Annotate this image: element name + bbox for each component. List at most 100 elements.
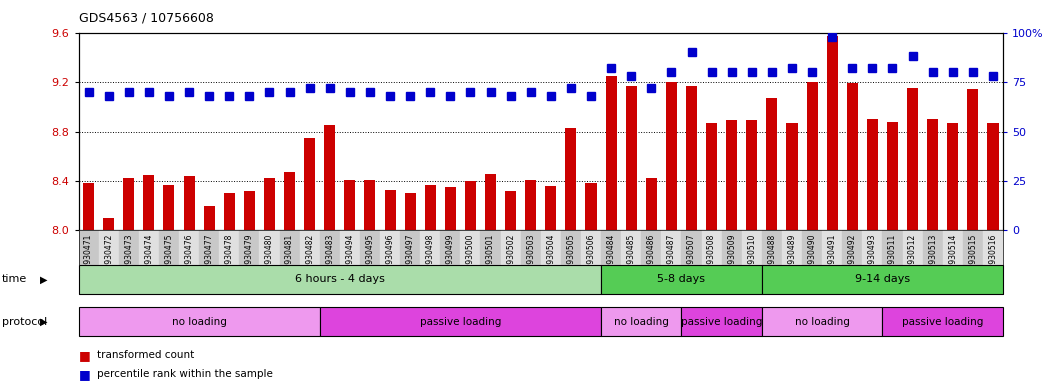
Bar bbox=[500, 230, 520, 294]
Text: GSM930493: GSM930493 bbox=[868, 233, 877, 280]
Text: GSM930472: GSM930472 bbox=[104, 233, 113, 280]
Bar bbox=[802, 230, 822, 294]
Text: GSM930471: GSM930471 bbox=[84, 233, 93, 280]
Bar bbox=[319, 230, 340, 294]
Bar bbox=[727, 121, 737, 384]
Bar bbox=[762, 230, 782, 294]
Bar bbox=[565, 128, 577, 384]
Text: GSM930497: GSM930497 bbox=[405, 233, 415, 280]
Text: GSM930503: GSM930503 bbox=[527, 233, 535, 280]
Text: GSM930504: GSM930504 bbox=[547, 233, 555, 280]
Bar bbox=[481, 230, 500, 294]
Text: 6 hours - 4 days: 6 hours - 4 days bbox=[295, 274, 384, 285]
Bar bbox=[907, 88, 918, 384]
Bar bbox=[682, 230, 701, 294]
Bar bbox=[400, 230, 420, 294]
Bar bbox=[163, 185, 175, 384]
Bar bbox=[545, 186, 556, 384]
Bar bbox=[863, 230, 883, 294]
Bar bbox=[701, 230, 721, 294]
Text: GSM930510: GSM930510 bbox=[748, 233, 756, 280]
Text: percentile rank within the sample: percentile rank within the sample bbox=[97, 369, 273, 379]
Bar bbox=[124, 179, 134, 384]
Text: no loading: no loading bbox=[172, 316, 226, 327]
Bar bbox=[706, 123, 717, 384]
Text: GSM930475: GSM930475 bbox=[164, 233, 174, 280]
Bar bbox=[883, 307, 1003, 336]
Text: GSM930487: GSM930487 bbox=[667, 233, 676, 280]
Bar bbox=[139, 230, 159, 294]
Bar bbox=[983, 230, 1003, 294]
Text: GSM930512: GSM930512 bbox=[908, 233, 917, 280]
Bar bbox=[98, 230, 118, 294]
Text: GSM930478: GSM930478 bbox=[225, 233, 233, 280]
Text: GSM930500: GSM930500 bbox=[466, 233, 475, 280]
Text: ▶: ▶ bbox=[40, 274, 47, 285]
Bar bbox=[540, 230, 561, 294]
Bar bbox=[987, 123, 999, 384]
Bar bbox=[203, 206, 215, 384]
Text: passive loading: passive loading bbox=[903, 316, 983, 327]
Bar bbox=[79, 307, 319, 336]
Text: GSM930516: GSM930516 bbox=[988, 233, 998, 280]
Bar bbox=[721, 230, 741, 294]
Text: ▶: ▶ bbox=[40, 316, 47, 327]
Bar bbox=[364, 180, 376, 384]
Text: GSM930514: GSM930514 bbox=[949, 233, 957, 280]
Bar bbox=[686, 86, 697, 384]
Bar bbox=[561, 230, 581, 294]
Bar bbox=[319, 307, 601, 336]
Bar bbox=[766, 98, 778, 384]
Bar bbox=[425, 185, 436, 384]
Bar bbox=[344, 180, 355, 384]
Text: GSM930495: GSM930495 bbox=[365, 233, 375, 280]
Text: GSM930513: GSM930513 bbox=[929, 233, 937, 280]
Bar bbox=[526, 180, 536, 384]
Bar bbox=[183, 176, 195, 384]
Bar bbox=[384, 190, 396, 384]
Text: GSM930473: GSM930473 bbox=[125, 233, 133, 280]
Bar bbox=[883, 230, 903, 294]
Bar bbox=[942, 230, 963, 294]
Text: GSM930515: GSM930515 bbox=[968, 233, 978, 280]
Bar bbox=[340, 230, 360, 294]
Bar bbox=[827, 36, 838, 384]
Text: GSM930506: GSM930506 bbox=[586, 233, 596, 280]
Bar bbox=[420, 230, 441, 294]
Bar bbox=[79, 265, 601, 294]
Bar bbox=[380, 230, 400, 294]
Bar bbox=[822, 230, 842, 294]
Text: GSM930491: GSM930491 bbox=[828, 233, 837, 280]
Text: GSM930501: GSM930501 bbox=[486, 233, 495, 280]
Bar bbox=[762, 307, 883, 336]
Bar bbox=[741, 230, 762, 294]
Bar bbox=[605, 76, 617, 384]
Bar bbox=[747, 121, 757, 384]
Bar bbox=[284, 172, 295, 384]
Bar bbox=[867, 119, 878, 384]
Text: transformed count: transformed count bbox=[97, 350, 195, 360]
Text: passive loading: passive loading bbox=[420, 316, 502, 327]
Bar bbox=[581, 230, 601, 294]
Bar bbox=[928, 119, 938, 384]
Bar bbox=[461, 230, 481, 294]
Text: no loading: no loading bbox=[614, 316, 669, 327]
Text: 5-8 days: 5-8 days bbox=[658, 274, 706, 285]
Bar bbox=[485, 174, 496, 384]
Text: time: time bbox=[2, 274, 27, 285]
Text: 9-14 days: 9-14 days bbox=[855, 274, 910, 285]
Text: GSM930499: GSM930499 bbox=[446, 233, 454, 280]
Bar bbox=[199, 230, 219, 294]
Bar bbox=[842, 230, 863, 294]
Bar bbox=[280, 230, 299, 294]
Bar bbox=[621, 230, 641, 294]
Text: GSM930498: GSM930498 bbox=[426, 233, 435, 280]
Bar bbox=[83, 184, 94, 384]
Bar bbox=[903, 230, 922, 294]
Bar bbox=[641, 230, 662, 294]
Text: GSM930490: GSM930490 bbox=[807, 233, 817, 280]
Text: GSM930508: GSM930508 bbox=[707, 233, 716, 280]
Text: GSM930485: GSM930485 bbox=[627, 233, 636, 280]
Bar bbox=[666, 82, 677, 384]
Bar bbox=[143, 175, 154, 384]
